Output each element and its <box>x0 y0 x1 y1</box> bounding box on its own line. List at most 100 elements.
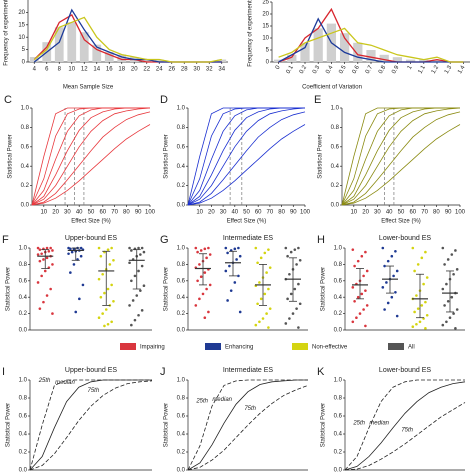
dot <box>452 312 455 315</box>
dot <box>104 308 108 311</box>
dot <box>395 269 399 273</box>
y-tick-label: 0.4 <box>334 295 343 301</box>
dot <box>224 269 228 273</box>
dot <box>424 300 427 304</box>
series-line <box>33 16 222 63</box>
dot <box>454 327 457 330</box>
x-tick-label: 1.4 <box>457 64 467 75</box>
series-line <box>31 107 150 206</box>
series-line <box>341 107 460 206</box>
x-tick-label: 80 <box>123 210 130 216</box>
y-axis-label: Statistical Power <box>6 267 12 311</box>
x-tick-label: 6 <box>45 67 49 73</box>
y-tick-label: 0.4 <box>19 432 28 438</box>
dot <box>205 256 208 260</box>
x-tick-label: 40 <box>231 210 238 216</box>
series-line <box>344 381 466 471</box>
dot <box>140 309 144 312</box>
dot <box>78 297 81 301</box>
x-tick-label: 60 <box>99 210 106 216</box>
dot <box>140 264 144 268</box>
bar <box>217 59 227 62</box>
dot <box>394 249 397 253</box>
dot <box>36 281 40 284</box>
y-tick-label: 0 <box>22 60 26 66</box>
bar <box>273 59 284 62</box>
dot <box>101 312 104 315</box>
x-tick-label: 20 <box>131 67 138 73</box>
series-line <box>187 379 308 471</box>
bar <box>104 52 114 62</box>
dot <box>106 287 110 291</box>
dot <box>135 294 139 297</box>
y-tick-label: 0.2 <box>177 450 186 456</box>
dot <box>413 310 416 314</box>
dot <box>446 258 450 261</box>
curve-label: 75th <box>401 427 413 433</box>
y-tick-label: 10 <box>18 35 25 41</box>
y-tick-label: 0.8 <box>19 396 28 402</box>
y-tick-label: 1.0 <box>21 106 30 112</box>
x-tick-label: 18 <box>118 67 125 73</box>
dot <box>413 269 416 273</box>
dot <box>390 295 394 299</box>
x-tick-label: 8 <box>58 67 62 73</box>
bar <box>405 59 416 62</box>
dot <box>199 275 203 279</box>
y-tick-label: 0.0 <box>334 328 343 334</box>
y-tick-label: 20 <box>262 12 269 18</box>
series-line <box>341 107 460 206</box>
x-axis-label: Effect Size (%) <box>227 219 267 225</box>
curve-label: median <box>212 397 232 403</box>
dot <box>450 253 454 256</box>
dot <box>420 304 424 307</box>
dot <box>416 263 420 266</box>
dot <box>415 322 418 326</box>
curve-label: 75th <box>88 388 100 394</box>
bar <box>419 59 429 62</box>
dot <box>43 269 47 273</box>
x-tick-label: 100 <box>300 210 311 216</box>
dot <box>238 310 242 314</box>
dot <box>455 308 459 311</box>
series-line <box>278 17 464 63</box>
dot <box>142 284 146 288</box>
dot <box>390 254 394 258</box>
y-tick-label: 0.6 <box>177 414 186 420</box>
legend-swatch <box>205 343 221 350</box>
y-tick-label: 25 <box>262 0 269 6</box>
dot <box>228 264 231 268</box>
dot <box>101 272 104 276</box>
x-tick-label: 30 <box>64 210 71 216</box>
y-tick-label: 0.0 <box>331 203 340 209</box>
dot <box>45 256 49 260</box>
y-tick-label: 0.0 <box>21 203 30 209</box>
dot <box>356 295 360 299</box>
curve-label: median <box>55 380 75 386</box>
y-tick-label: 5 <box>266 48 270 54</box>
y-tick-label: 0.2 <box>21 183 30 189</box>
panel-title: Intermediate ES <box>223 235 274 242</box>
dot <box>110 246 113 250</box>
y-tick-label: 1.0 <box>177 378 186 384</box>
y-tick-label: 0.4 <box>177 164 186 170</box>
y-axis-label: Statistical Power <box>321 403 327 447</box>
dot <box>267 248 270 251</box>
dot <box>259 297 263 301</box>
y-tick-label: 0.2 <box>177 183 186 189</box>
dot <box>356 259 360 263</box>
panel-letter: D <box>160 94 168 106</box>
dot <box>293 248 297 251</box>
dot <box>49 287 52 291</box>
x-tick-label: 12 <box>81 67 88 73</box>
x-tick-label: 24 <box>156 67 163 73</box>
dot <box>297 282 300 286</box>
x-tick-label: 30 <box>193 67 200 73</box>
dot <box>394 290 397 294</box>
dot <box>284 246 288 250</box>
dot <box>265 312 268 315</box>
dot <box>128 304 131 307</box>
dot <box>425 276 429 279</box>
dot <box>130 323 133 327</box>
y-tick-label: 5 <box>22 47 26 53</box>
